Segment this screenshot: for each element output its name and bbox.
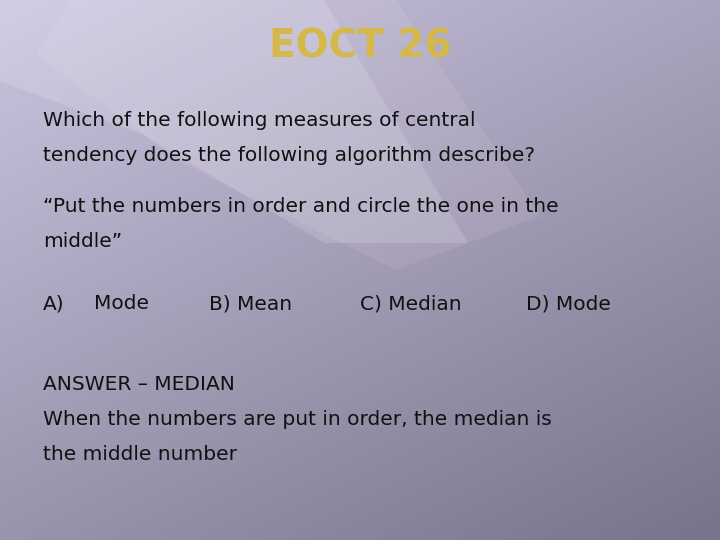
Text: Mode: Mode <box>94 294 148 313</box>
Text: middle”: middle” <box>43 232 122 251</box>
Text: tendency does the following algorithm describe?: tendency does the following algorithm de… <box>43 146 535 165</box>
Text: D) Mode: D) Mode <box>526 294 611 313</box>
Text: A): A) <box>43 294 65 313</box>
Polygon shape <box>36 0 540 270</box>
Text: When the numbers are put in order, the median is: When the numbers are put in order, the m… <box>43 410 552 429</box>
Text: ANSWER – MEDIAN: ANSWER – MEDIAN <box>43 375 235 394</box>
Text: EOCT 26: EOCT 26 <box>269 27 451 65</box>
Polygon shape <box>0 0 468 243</box>
Text: B) Mean: B) Mean <box>209 294 292 313</box>
Text: “Put the numbers in order and circle the one in the: “Put the numbers in order and circle the… <box>43 197 559 216</box>
Text: Which of the following measures of central: Which of the following measures of centr… <box>43 111 476 130</box>
Text: the middle number: the middle number <box>43 446 237 464</box>
Text: C) Median: C) Median <box>360 294 462 313</box>
